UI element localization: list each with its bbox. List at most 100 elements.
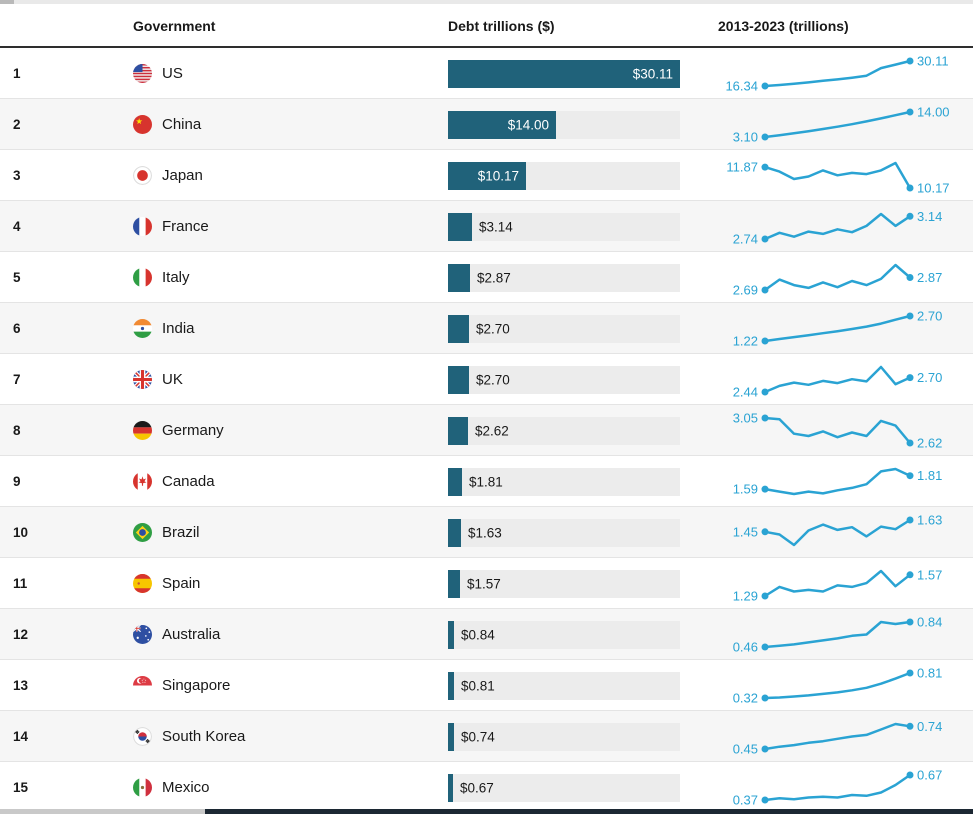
sparkline-path [763,467,912,496]
country-label: Japan [162,167,203,184]
spark-start-value: 2.44 [733,385,758,400]
spark-start-dot [761,133,769,141]
bottom-scrollbar-track [0,809,973,814]
bottom-scrollbar-thumb[interactable] [0,809,205,814]
sparkline-path [763,314,912,343]
sparkline-path [763,212,912,241]
debt-bar-cell: $0.67 [448,773,680,802]
debt-value-label: $0.67 [460,780,494,795]
debt-value-label: $0.81 [461,678,495,693]
spark-end-value: 3.14 [917,209,942,224]
spark-start-dot [761,163,769,171]
bottom-scrollbar [0,809,973,814]
spark-start-dot [761,745,769,753]
table-row: 7 UK $2.70 2.44 2.70 [0,354,973,405]
spark-start-dot [761,82,769,90]
sparkline-path [763,263,912,292]
sparkline-path [763,722,912,751]
debt-bar [448,212,472,241]
country-label: Australia [162,626,221,643]
debt-bar-cell: $30.11 [448,59,680,88]
spark-start-dot [761,796,769,804]
debt-bar [448,518,461,547]
table-row: 14 South Korea $0.74 0.45 0.74 [0,711,973,762]
spark-end-dot [906,57,914,65]
debt-bar-track: $2.70 [448,365,680,394]
col-header-government: Government [133,18,216,34]
japan-flag-icon [133,166,152,185]
debt-bar [448,161,526,190]
sparkline-path [763,110,912,139]
rank-label: 5 [13,270,21,285]
country-label: France [162,218,209,235]
spark-end-dot [906,722,914,730]
table-row: 11 Spain $1.57 1.29 1.57 [0,558,973,609]
table-row: 15 Mexico $0.67 0.37 0.67 [0,762,973,813]
debt-bar [448,773,453,802]
germany-flag-icon [133,421,152,440]
government-cell: South Korea [133,727,448,746]
debt-bar-track: $2.62 [448,416,680,445]
spark-end-value: 1.57 [917,567,942,582]
government-cell: Brazil [133,523,448,542]
spark-start-dot [761,414,769,422]
trend-cell: 0.46 0.84 [680,609,973,660]
spark-start-value: 2.69 [733,283,758,298]
table-header: Government Debt trillions ($) 2013-2023 … [0,4,973,48]
debt-bar-cell: $10.17 [448,161,680,190]
sparkline-chart: 1.59 1.81 [733,467,942,497]
spark-start-value: 0.32 [733,691,758,706]
spark-end-value: 2.62 [917,436,942,451]
debt-bar-cell: $1.81 [448,467,680,496]
brazil-flag-icon [133,523,152,542]
sparkline-chart: 0.37 0.67 [733,768,943,808]
debt-bar-track: $14.00 [448,110,680,139]
table-row: 1 US $30.11 16.34 30.11 [0,48,973,99]
government-cell: Canada [133,472,448,491]
sparkline-path [763,161,912,190]
spark-end-value: 30.11 [917,54,949,69]
country-label: Canada [162,473,215,490]
trend-cell: 2.44 2.70 [680,354,973,405]
debt-bar [448,416,468,445]
spark-start-value: 11.87 [726,160,758,175]
debt-bar-cell: $3.14 [448,212,680,241]
country-label: Spain [162,575,201,592]
government-cell: France [133,217,448,236]
rank-label: 10 [13,525,29,540]
top-scrollbar-track [0,0,973,4]
top-scrollbar-thumb[interactable] [0,0,14,4]
spark-end-value: 1.81 [917,468,942,483]
government-cell: Italy [133,268,448,287]
spark-end-value: 0.81 [917,666,942,681]
debt-value-label: $3.14 [479,219,513,234]
spark-end-value: 0.67 [917,768,942,783]
spark-end-dot [906,274,914,281]
spark-end-dot [906,212,914,220]
sparkline-chart: 2.69 2.87 [733,263,942,298]
government-cell: Mexico [133,778,448,797]
debt-bar-cell: $2.70 [448,314,680,343]
debt-bar [448,365,469,394]
debt-bar-cell: $2.87 [448,263,680,292]
spark-end-dot [906,312,914,320]
debt-value-label: $30.11 [632,66,673,81]
debt-bar-cell: $2.70 [448,365,680,394]
country-label: Brazil [162,524,200,541]
spark-end-dot [906,472,914,480]
government-cell: Singapore [133,676,448,695]
spark-end-value: 1.63 [917,513,942,528]
debt-bar-cell: $14.00 [448,110,680,139]
sparkline-path [763,569,912,598]
spark-start-value: 1.59 [733,482,758,497]
debt-bar-cell: $1.63 [448,518,680,547]
debt-bar-track: $0.67 [448,773,680,802]
debt-bar-cell: $2.62 [448,416,680,445]
country-label: Italy [162,269,190,286]
table-row: 12 Australia $0.84 0.46 0.84 [0,609,973,660]
sparkline-path [763,671,912,700]
spark-end-dot [906,771,914,779]
trend-cell: 11.87 10.17 [680,150,973,201]
debt-value-label: $2.70 [476,321,510,336]
sparkline-path [763,365,912,394]
